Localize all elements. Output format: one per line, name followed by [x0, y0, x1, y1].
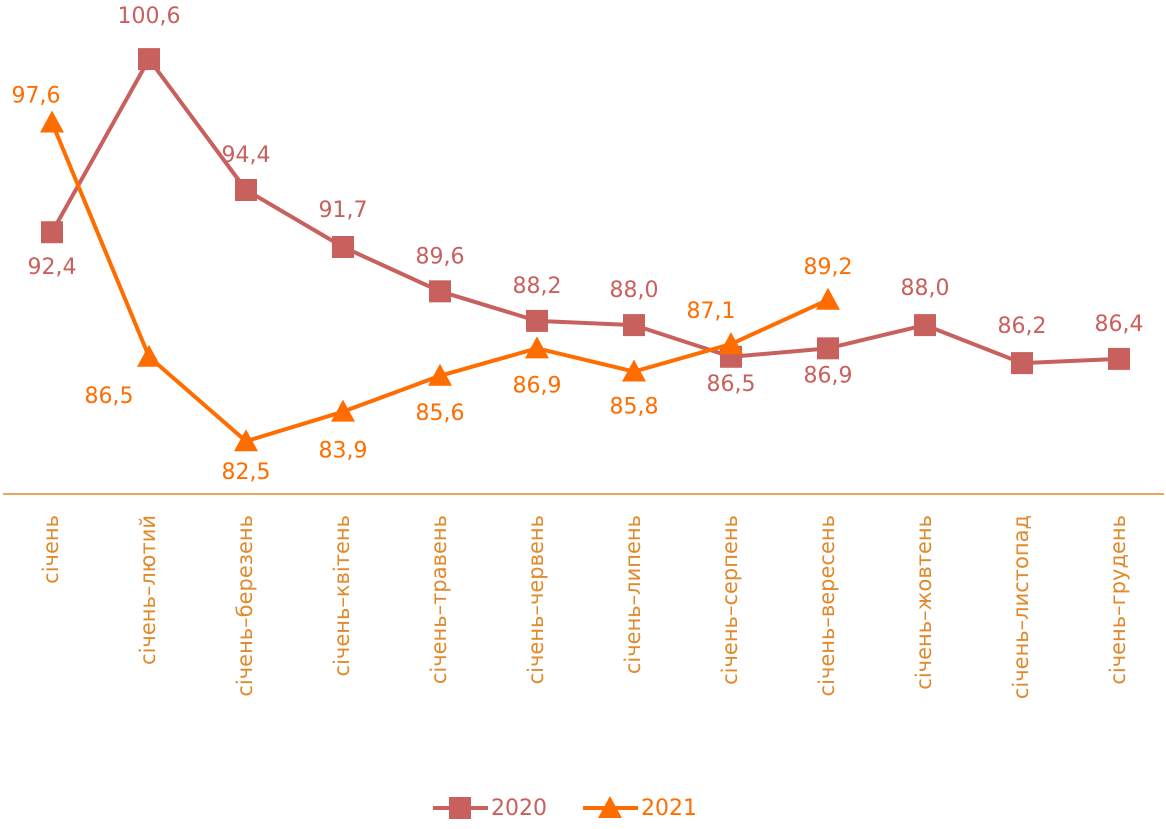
data-label: 89,6 [416, 244, 465, 269]
data-label: 89,2 [804, 255, 853, 280]
data-point [526, 309, 548, 332]
data-point [817, 337, 839, 360]
data-label: 86,9 [804, 363, 853, 388]
data-point [331, 399, 355, 422]
x-tick-label: січень [39, 515, 63, 584]
legend-marker [598, 796, 622, 818]
data-point [816, 287, 840, 310]
x-tick-label: січень–липень [621, 515, 645, 674]
data-label: 100,6 [118, 4, 181, 29]
data-label: 82,5 [222, 460, 271, 485]
data-point [41, 221, 63, 244]
data-label: 86,5 [85, 384, 134, 409]
data-label: 87,1 [687, 299, 736, 324]
x-tick-label: січень–жовтень [912, 515, 936, 690]
data-label: 85,6 [416, 401, 465, 426]
data-label: 94,4 [222, 143, 271, 168]
data-point [622, 359, 646, 382]
x-tick-label: січень–квітень [330, 515, 354, 676]
x-tick-label: січень–травень [427, 515, 451, 684]
data-point [429, 280, 451, 303]
x-tick-label: січень–серпень [718, 515, 742, 685]
data-label: 85,8 [610, 395, 659, 420]
data-label: 88,2 [513, 274, 562, 299]
data-label: 86,5 [707, 372, 756, 397]
data-label: 83,9 [319, 439, 368, 464]
x-tick-label: січень–вересень [815, 515, 839, 696]
data-point [1108, 347, 1130, 370]
data-point [428, 363, 452, 386]
data-label: 86,9 [513, 373, 562, 398]
x-tick-label: січень–березень [233, 515, 257, 697]
data-point [332, 236, 354, 258]
x-tick-label: січень–червень [524, 515, 548, 684]
legend-label: 2020 [491, 796, 547, 821]
data-label: 86,4 [1095, 312, 1144, 337]
legend-label: 2021 [641, 796, 697, 821]
data-point [525, 336, 549, 359]
data-label: 88,0 [610, 278, 659, 303]
data-label: 91,7 [319, 198, 368, 223]
data-label: 88,0 [901, 276, 950, 301]
data-point [138, 48, 160, 71]
data-point [234, 429, 258, 452]
data-label: 86,2 [998, 314, 1047, 339]
data-point [719, 332, 743, 355]
data-point [137, 344, 161, 367]
x-tick-label: січень–листопад [1009, 515, 1033, 699]
data-point [623, 314, 645, 337]
legend-marker [449, 797, 471, 819]
data-point [914, 314, 936, 337]
data-label: 97,6 [12, 83, 61, 108]
data-label: 92,4 [28, 255, 77, 280]
data-point [40, 110, 64, 133]
data-point [235, 179, 257, 201]
data-point [1011, 352, 1033, 375]
x-tick-label: січень–грудень [1106, 515, 1130, 685]
x-tick-label: січень–лютий [136, 515, 160, 665]
series-line [50, 57, 1120, 366]
